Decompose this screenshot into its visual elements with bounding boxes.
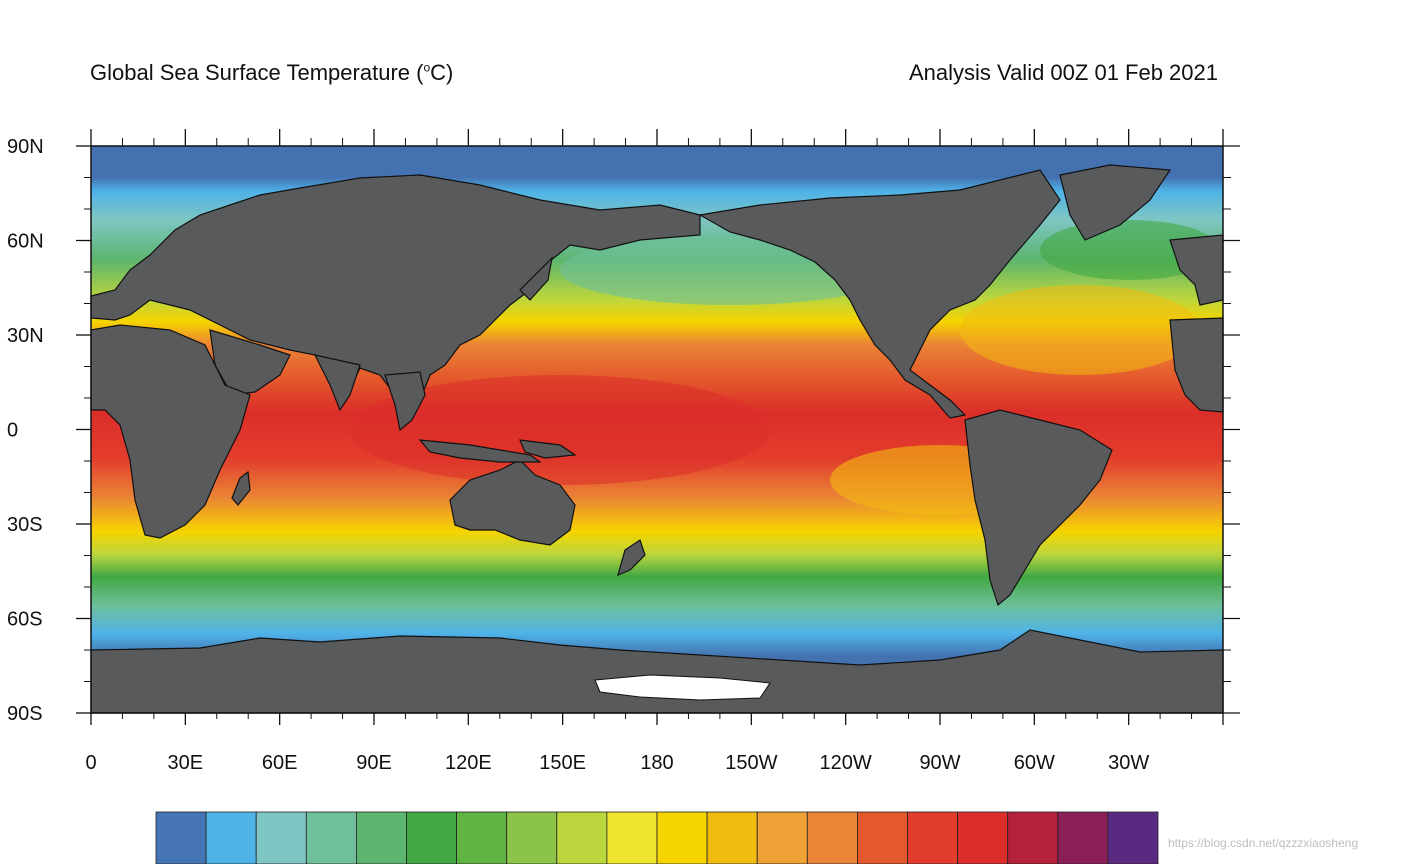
colorbar-swatch [756, 811, 808, 864]
colorbar-swatch [506, 811, 558, 864]
longitude-tick-label: 120E [445, 752, 492, 774]
southeast-asia-land [384, 371, 426, 432]
eurasia-land [90, 174, 701, 422]
longitude-tick-label: 180 [640, 752, 673, 774]
latitude-tick-label: 0 [7, 420, 18, 442]
colorbar-swatch [556, 811, 608, 864]
colorbar-swatch [1107, 811, 1159, 864]
colorbar-swatch [656, 811, 708, 864]
watermark-text: https://blog.csdn.net/qzzzxiaosheng [1168, 836, 1359, 850]
colorbar-swatch [305, 811, 357, 864]
latitude-tick-label: 60N [7, 231, 44, 253]
ross-ice-shelf [594, 674, 771, 701]
map-title: Global Sea Surface Temperature (oC) [90, 60, 453, 86]
temperature-colorbar [155, 811, 1159, 864]
longitude-tick-label: 120W [820, 752, 872, 774]
colorbar-swatch [907, 811, 958, 864]
longitude-tick-label: 30W [1108, 752, 1149, 774]
indonesia-islands [418, 439, 542, 463]
longitude-tick-label: 90E [356, 752, 392, 774]
colorbar-swatch [606, 811, 658, 864]
latitude-axis: 90N 60N 30N 0 30S 60S 90S [7, 136, 1240, 725]
greenland-land [1059, 164, 1172, 241]
japan-land [519, 256, 553, 301]
north-atlantic-warm-patch [960, 285, 1200, 375]
map-title-unit: C) [430, 60, 454, 85]
colorbar-swatch [1007, 811, 1059, 864]
colorbar-swatch [706, 811, 758, 864]
colorbar-swatch [406, 811, 457, 864]
colorbar-swatch [205, 811, 257, 864]
india-land [313, 354, 361, 412]
latitude-tick-label: 30S [7, 514, 43, 536]
longitude-tick-label: 90W [919, 752, 960, 774]
colorbar-swatch [155, 811, 207, 864]
latitude-tick-label: 90S [7, 703, 43, 725]
colorbar-swatch [255, 811, 307, 864]
antarctica-land [90, 629, 1224, 714]
longitude-tick-label: 150W [725, 752, 777, 774]
new-zealand-land [617, 539, 646, 577]
latitude-tick-label: 60S [7, 609, 43, 631]
new-guinea-land [519, 439, 577, 459]
latitude-tick-label: 90N [7, 136, 44, 158]
africa-land [90, 324, 251, 539]
longitude-axis: 0 30E 60E 90E 120E 150E 180 150W 120W 90W 60W 30W [85, 129, 1224, 774]
colorbar-swatch [806, 811, 858, 864]
longitude-tick-label: 150E [539, 752, 586, 774]
colorbar-swatch [857, 811, 908, 864]
map-title-text: Global Sea Surface Temperature ( [90, 60, 424, 85]
analysis-valid-time: Analysis Valid 00Z 01 Feb 2021 [909, 60, 1218, 85]
longitude-tick-label: 0 [85, 752, 96, 774]
madagascar-land [231, 470, 251, 506]
colorbar-swatch [1057, 811, 1109, 864]
degree-symbol: o [423, 60, 431, 75]
land-masses [90, 164, 1224, 714]
colorbar-swatch [957, 811, 1009, 864]
latitude-tick-label: 30N [7, 325, 44, 347]
map-frame [90, 145, 1224, 714]
south-america-land [964, 409, 1113, 607]
colorbar-swatch [355, 811, 407, 864]
longitude-tick-label: 30E [168, 752, 204, 774]
north-america-land [698, 169, 1061, 419]
colorbar-swatch [456, 811, 508, 864]
australia-land [449, 459, 576, 546]
longitude-tick-label: 60E [262, 752, 298, 774]
longitude-tick-label: 60W [1014, 752, 1055, 774]
